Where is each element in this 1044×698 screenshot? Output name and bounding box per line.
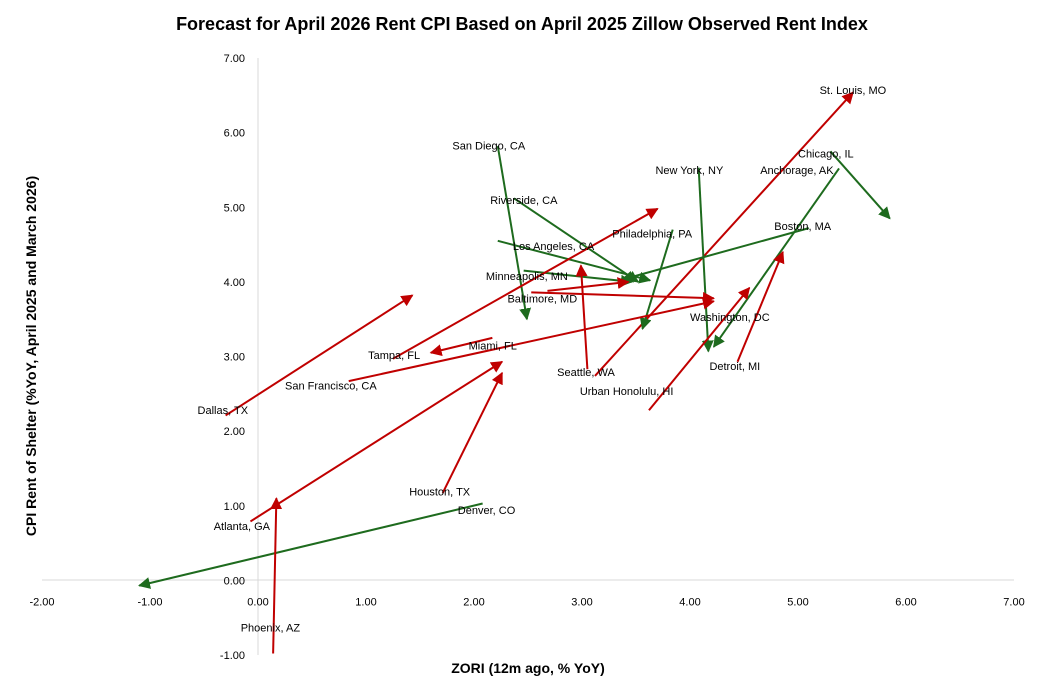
arrow-seattle-wa <box>575 264 589 370</box>
y-tick-label: 6.00 <box>224 128 245 140</box>
city-label-detroit-mi: Detroit, MI <box>709 361 760 373</box>
city-labels: St. Louis, MO San Diego, CA Chicago, IL New… <box>198 85 887 634</box>
city-label-denver-co: Denver, CO <box>458 505 516 517</box>
x-tick-label: 3.00 <box>571 596 592 608</box>
y-tick-labels: -1.00 0.00 1.00 2.00 3.00 4.00 5.00 6.00 7.00 <box>220 53 245 662</box>
arrow-detroit-mi <box>736 250 785 363</box>
y-tick-label: 3.00 <box>224 352 245 364</box>
x-tick-label: 7.00 <box>1003 596 1024 608</box>
axes <box>42 58 1014 655</box>
x-tick-labels: -2.00 -1.00 0.00 1.00 2.00 3.00 4.00 5.00 6.00 7.… <box>29 596 1024 608</box>
x-axis-title: ZORI (12m ago, % YoY) <box>451 660 605 676</box>
city-label-tampa-fl: Tampa, FL <box>368 350 420 362</box>
city-label-seattle-wa: Seattle, WA <box>557 367 615 379</box>
arrow-urban-honolulu-hi <box>648 286 751 411</box>
arrow-atlanta-ga <box>249 360 504 523</box>
arrow-riverside-ca <box>513 197 640 283</box>
y-tick-label: 2.00 <box>224 426 245 438</box>
arrow-los-angeles-ca <box>497 239 652 284</box>
x-tick-label: 4.00 <box>679 596 700 608</box>
city-label-new-york-ny: New York, NY <box>655 165 724 177</box>
city-label-baltimore-md: Baltimore, MD <box>507 293 577 305</box>
city-label-minneapolis-mn: Minneapolis, MN <box>486 271 568 283</box>
city-label-miami-fl: Miami, FL <box>469 340 517 352</box>
chart-title: Forecast for April 2026 Rent CPI Based o… <box>176 14 868 34</box>
y-tick-label: 1.00 <box>224 501 245 513</box>
arrow-chicago-il <box>829 150 891 220</box>
y-tick-label: 4.00 <box>224 277 245 289</box>
city-label-atlanta-ga: Atlanta, GA <box>214 521 271 533</box>
arrow-denver-co <box>138 502 483 589</box>
arrow-baltimore-md <box>547 277 630 292</box>
x-tick-label: -1.00 <box>137 596 162 608</box>
city-label-urban-honolulu-hi: Urban Honolulu, HI <box>580 386 674 398</box>
y-tick-label: 0.00 <box>224 575 245 587</box>
x-tick-label: 2.00 <box>463 596 484 608</box>
arrows <box>138 91 891 654</box>
city-label-philadelphia-pa: Philadelphia, PA <box>612 228 693 240</box>
arrow-phoenix-az <box>270 497 283 654</box>
arrow-philadelphia-pa <box>639 229 674 331</box>
arrow-new-york-ny <box>697 167 714 353</box>
city-label-dallas-tx: Dallas, TX <box>198 405 249 417</box>
city-label-anchorage-ak: Anchorage, AK <box>760 165 834 177</box>
city-label-st-louis-mo: St. Louis, MO <box>820 85 887 97</box>
y-tick-label: -1.00 <box>220 650 245 662</box>
arrow-st-louis-mo <box>594 91 854 377</box>
city-label-boston-ma: Boston, MA <box>774 221 832 233</box>
city-label-san-francisco-ca: San Francisco, CA <box>285 381 377 393</box>
x-tick-label: 1.00 <box>355 596 376 608</box>
y-tick-label: 5.00 <box>224 202 245 214</box>
city-label-washington-dc: Washington, DC <box>690 312 770 324</box>
arrow-boston-ma <box>620 227 810 283</box>
city-label-san-diego-ca: San Diego, CA <box>452 140 525 152</box>
arrow-san-diego-ca <box>496 145 532 321</box>
arrow-houston-tx <box>441 371 503 494</box>
city-label-los-angeles-ca: Los Angeles, CA <box>513 241 595 253</box>
city-label-phoenix-az: Phoenix, AZ <box>241 622 301 634</box>
city-label-houston-tx: Houston, TX <box>409 487 471 499</box>
x-tick-label: -2.00 <box>29 596 54 608</box>
city-label-riverside-ca: Riverside, CA <box>490 195 558 207</box>
arrow-dallas-tx <box>225 294 414 417</box>
x-tick-label: 6.00 <box>895 596 916 608</box>
x-tick-label: 0.00 <box>247 596 268 608</box>
y-axis-title: CPI Rent of Shelter (%YoY, April 2025 an… <box>23 176 39 536</box>
city-label-chicago-il: Chicago, IL <box>798 149 854 161</box>
y-tick-label: 7.00 <box>224 53 245 65</box>
arrow-washington-dc <box>531 291 715 304</box>
x-tick-label: 5.00 <box>787 596 808 608</box>
arrow-miami-fl <box>429 336 493 357</box>
arrow-tampa-fl <box>392 207 659 360</box>
arrow-san-francisco-ca <box>348 297 715 383</box>
